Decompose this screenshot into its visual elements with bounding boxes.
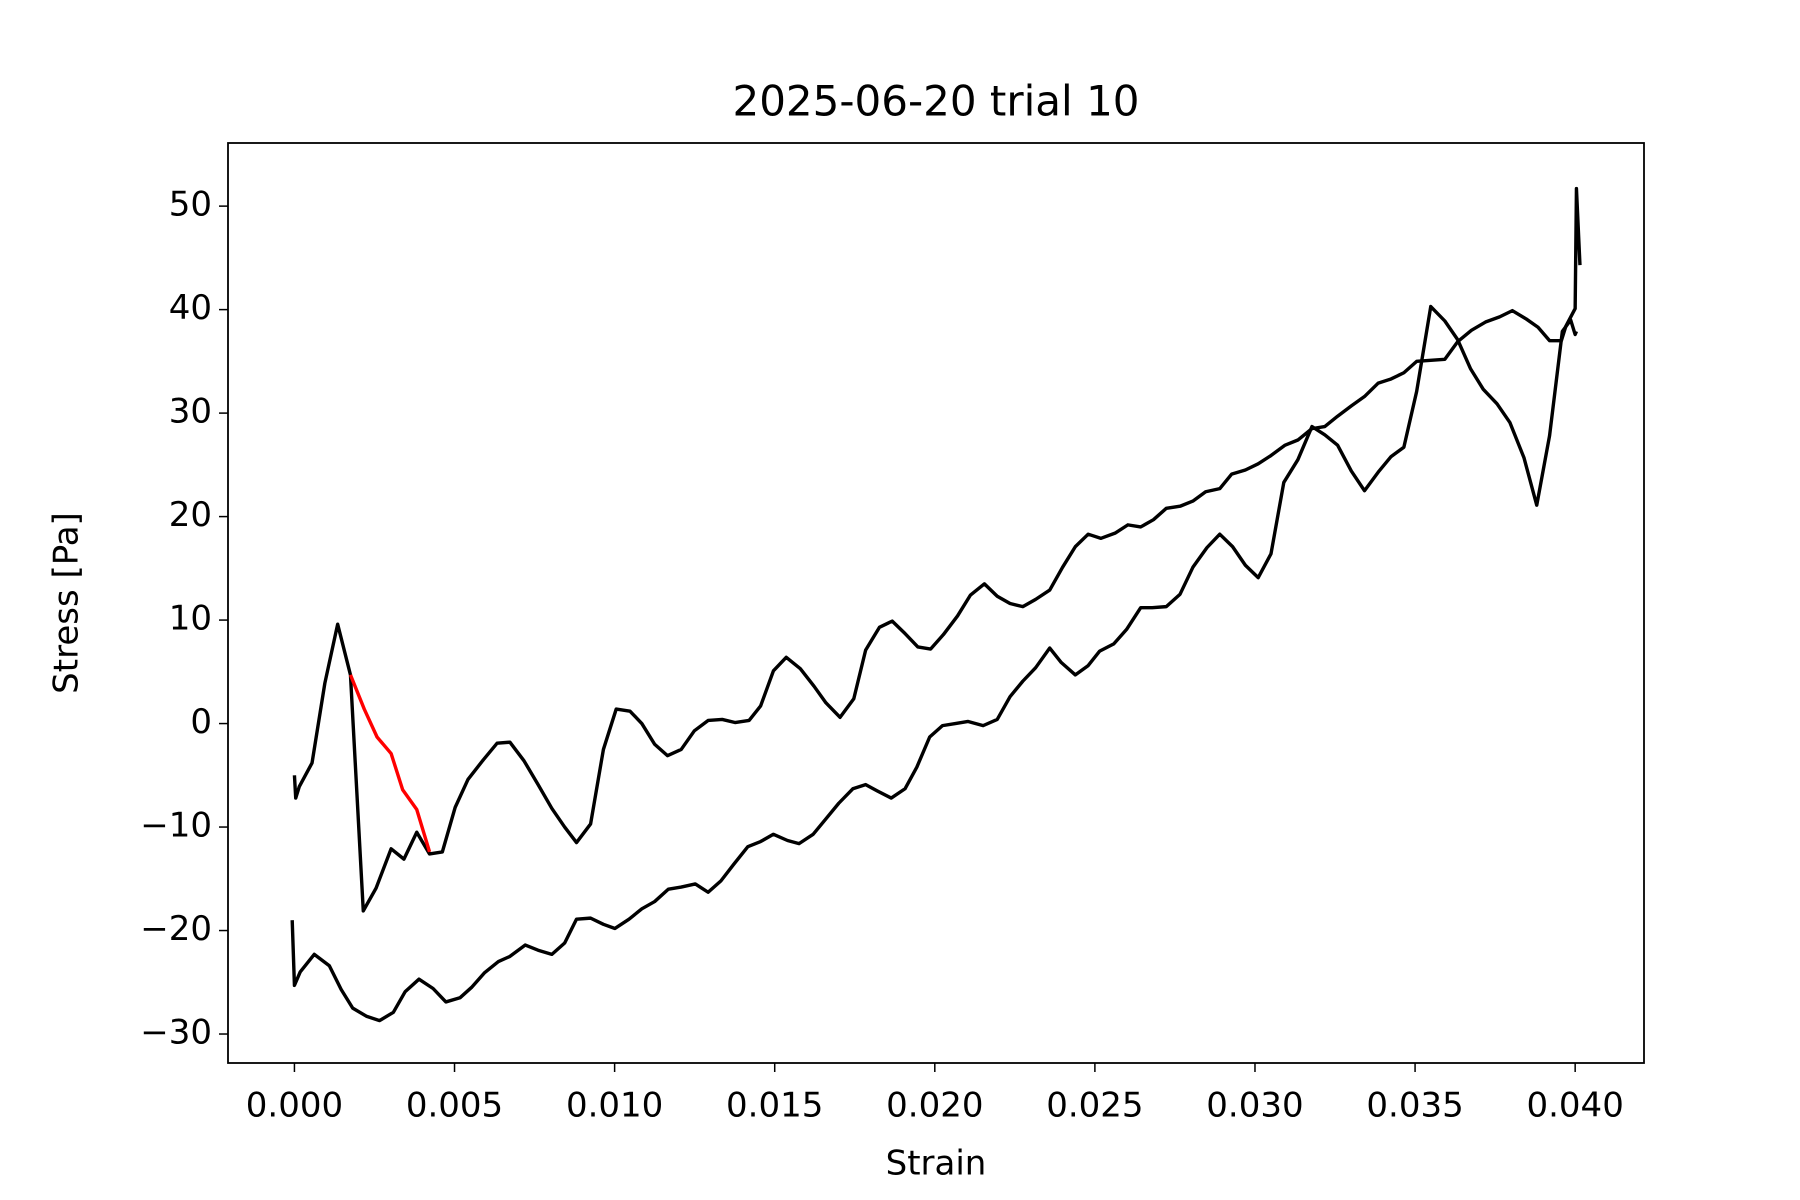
data-line [348,674,432,853]
x-tick-label: 0.000 [246,1086,343,1126]
chart-title: 2025-06-20 trial 10 [732,77,1139,126]
data-line [290,304,1579,1023]
x-tick-label: 0.035 [1366,1086,1463,1126]
x-tick-label: 0.040 [1526,1086,1623,1126]
data-line [292,186,1582,913]
y-tick-label: 30 [169,392,212,432]
x-tick-label: 0.025 [1046,1086,1143,1126]
y-tick-label: 0 [190,702,212,742]
x-axis-label: Strain [886,1144,987,1184]
y-tick-label: −10 [140,806,212,846]
y-tick-label: −20 [140,909,212,949]
y-tick-label: 10 [169,599,212,639]
y-tick-label: −30 [140,1013,212,1053]
y-axis-label: Stress [Pa] [47,512,87,694]
x-tick-label: 0.010 [566,1086,663,1126]
x-tick-label: 0.030 [1206,1086,1303,1126]
x-tick-label: 0.005 [406,1086,503,1126]
y-tick-label: 40 [169,288,212,328]
x-tick-label: 0.020 [886,1086,983,1126]
x-tick-label: 0.015 [726,1086,823,1126]
plot-frame [227,142,1645,1064]
y-tick-label: 50 [169,185,212,225]
y-tick-label: 20 [169,495,212,535]
